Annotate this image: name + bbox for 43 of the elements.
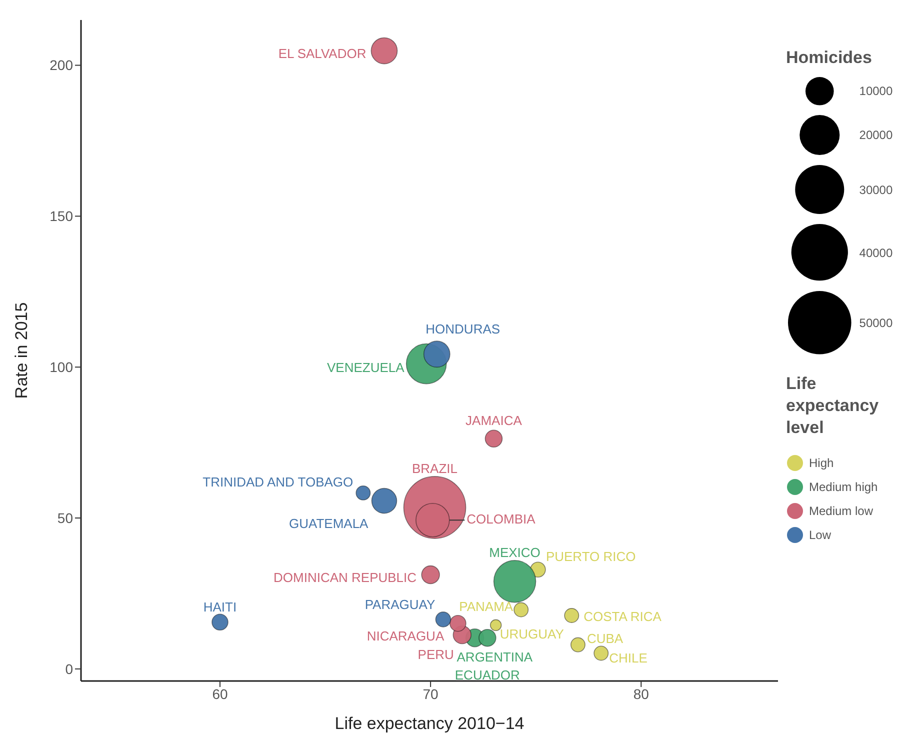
legend-title: Life expectancy level: [786, 373, 880, 440]
legend-label: 10000: [859, 84, 893, 98]
x-tick-label: 60: [212, 686, 228, 702]
legend-label: Medium high: [809, 480, 878, 494]
legend-label: High: [809, 456, 834, 470]
legend-label: 40000: [859, 246, 893, 260]
y-axis-title: Rate in 2015: [12, 302, 32, 399]
y-tick-label: 100: [50, 359, 74, 376]
data-label: COLOMBIA: [466, 512, 536, 527]
data-label: HONDURAS: [426, 322, 500, 337]
legend-label: Medium low: [809, 504, 874, 518]
data-label: PERU: [418, 646, 454, 662]
y-tick-label: 0: [65, 660, 74, 677]
data-label: DOMINICAN REPUBLIC: [274, 570, 417, 586]
data-label: URUGUAY: [500, 626, 564, 642]
legend-label: Low: [809, 528, 832, 542]
data-label: CUBA: [586, 631, 624, 646]
data-label: PANAMA: [459, 599, 514, 614]
data-label: GUATEMALA: [289, 516, 369, 532]
x-tick-label: 80: [633, 686, 650, 702]
data-label: CHILE: [609, 650, 648, 666]
data-label: VENEZUELA: [327, 360, 405, 376]
data-label: JAMAICA: [466, 413, 522, 428]
y-tick-label: 150: [50, 208, 74, 224]
data-label: ARGENTINA: [456, 649, 533, 664]
data-label: PARAGUAY: [364, 596, 436, 612]
data-label: ECUADOR: [454, 667, 520, 682]
data-label: TRINIDAD AND TOBAGO: [202, 474, 354, 490]
legend-label: 30000: [859, 182, 893, 197]
data-label: NICARAGUA: [366, 628, 444, 644]
legend-label: 50000: [859, 316, 893, 330]
data-label: MEXICO: [489, 544, 540, 560]
text: Homicides: [786, 48, 873, 68]
data-label: HAITI: [203, 600, 237, 615]
y-tick-label: 50: [57, 510, 74, 526]
x-tick-label: 70: [422, 686, 439, 702]
x-axis-title: Life expectancy 2010−14: [334, 714, 524, 733]
data-label: EL SALVADOR: [278, 46, 366, 62]
legend-label: 20000: [859, 128, 893, 142]
data-label: COSTA RICA: [584, 608, 662, 624]
y-tick-label: 200: [50, 57, 74, 74]
data-label: BRAZIL: [412, 460, 458, 476]
data-label: PUERTO RICO: [546, 549, 636, 564]
